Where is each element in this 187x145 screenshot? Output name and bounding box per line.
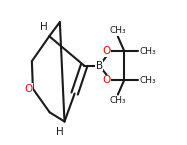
- Text: H: H: [40, 22, 47, 32]
- Text: B: B: [96, 61, 103, 70]
- Text: CH₃: CH₃: [110, 26, 126, 35]
- Text: O: O: [25, 84, 33, 94]
- Text: CH₃: CH₃: [139, 47, 156, 56]
- Text: CH₃: CH₃: [139, 76, 156, 85]
- Text: O: O: [102, 75, 111, 85]
- Text: O: O: [102, 46, 111, 56]
- Text: H: H: [56, 127, 64, 137]
- Text: CH₃: CH₃: [110, 96, 126, 105]
